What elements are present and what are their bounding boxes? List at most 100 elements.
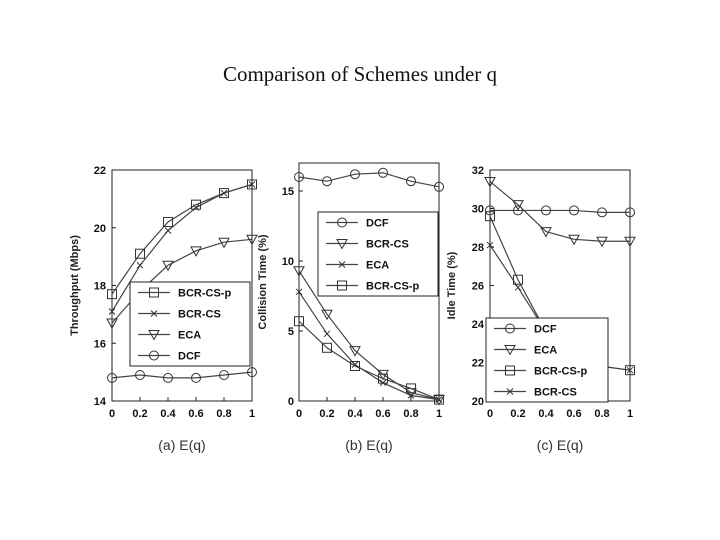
y-tick-label: 18 [94, 281, 106, 293]
data-point-eca [568, 234, 580, 246]
data-point-dcf [191, 372, 201, 383]
legend-label-bcr-cs: BCR-CS [534, 387, 577, 399]
data-point-eca [218, 237, 230, 249]
data-point-dcf [597, 207, 607, 218]
series-bcr-cs-p [294, 316, 444, 405]
y-tick-label: 22 [94, 165, 106, 177]
data-point-dcf [350, 169, 360, 180]
data-point-bcr-cs-p [163, 216, 173, 227]
x-tick-label: 0.8 [216, 408, 231, 420]
data-point-bcr-cs-p [434, 394, 444, 405]
data-point-bcr-cs [192, 204, 200, 211]
series-line-eca [298, 291, 440, 401]
y-tick-label: 0 [288, 396, 294, 408]
plot-frame [298, 162, 440, 402]
x-tick-label: 1 [436, 408, 442, 420]
data-point-dcf [541, 205, 551, 216]
series-dcf [107, 367, 257, 383]
y-tick-label: 5 [288, 326, 294, 338]
x-tick-label: 0.6 [188, 408, 203, 420]
legend-label-bcr-cs-p: BCR-CS-p [534, 366, 587, 378]
data-point-dcf [107, 372, 117, 383]
legend-marker-bcr-cs [336, 239, 348, 250]
data-point-bcr-cs-p [350, 361, 360, 371]
series-line-dcf [490, 209, 630, 213]
series-dcf [294, 167, 444, 192]
series-line-eca [489, 181, 630, 242]
panel-subtitle: (a) E(q) [158, 437, 205, 453]
legend-label-eca: ECA [178, 330, 201, 342]
panel-1: 0 0.2 0.4 0.6 0.8 1 14 16 18 20 22 Throughput (Mbps… [69, 165, 258, 453]
legend-label-bcr-cs-p: BCR-CS-p [178, 288, 231, 300]
data-point-bcr-cs-p [219, 188, 229, 199]
legend-marker-bcr-cs-p [149, 287, 159, 298]
data-point-bcr-cs [136, 261, 144, 269]
legend: BCR-CS-p BCR-CS ECA DCF [129, 281, 251, 367]
data-point-dcf [219, 370, 229, 381]
data-point-bcr-cs-p [294, 316, 304, 327]
data-point-dcf [569, 205, 579, 216]
x-tick-label: 0.2 [132, 408, 147, 420]
data-point-bcr-cs [248, 181, 256, 188]
series-eca [484, 177, 636, 248]
series-line-bcr-cs-p [298, 320, 440, 401]
legend-marker-dcf [337, 217, 347, 228]
x-tick-label: 0 [109, 408, 115, 420]
legend-marker-dcf [505, 323, 515, 334]
y-tick-label: 28 [472, 242, 484, 254]
data-point-eca [596, 236, 608, 248]
legend-label-eca: ECA [534, 345, 557, 357]
data-point-bcr-cs-p [406, 383, 416, 394]
data-point-dcf [322, 176, 332, 187]
data-point-eca [512, 200, 524, 211]
y-axis-label: Throughput (Mbps) [69, 235, 81, 336]
y-axis-label: Collision Time (%) [257, 234, 269, 329]
data-point-bcr-cs [321, 309, 333, 321]
data-point-eca [624, 236, 636, 248]
legend-marker-bcr-cs [506, 388, 514, 395]
data-point-eca [190, 246, 202, 257]
y-tick-label: 15 [282, 186, 294, 198]
y-tick-label: 32 [472, 165, 484, 177]
panel-3: 0 0.2 0.4 0.6 0.8 1 20 22 24 26 28 30 32 Idle Time (%… [446, 165, 636, 453]
legend-label-dcf: DCF [534, 324, 557, 336]
y-tick-label: 16 [94, 338, 106, 350]
data-point-bcr-cs-p [247, 179, 257, 190]
data-point-dcf [625, 207, 635, 218]
y-tick-label: 20 [472, 396, 484, 408]
legend-label-bcr-cs: BCR-CS [366, 239, 409, 251]
data-point-bcr-cs-p [625, 365, 635, 376]
x-tick-label: 0.8 [594, 408, 609, 420]
x-tick-label: 1 [627, 408, 633, 420]
x-tick-label: 1 [249, 408, 255, 420]
data-point-bcr-cs [220, 189, 228, 197]
legend-label-eca: ECA [366, 260, 389, 272]
data-point-dcf [513, 205, 523, 216]
legend-box [485, 317, 609, 403]
data-point-bcr-cs [108, 308, 116, 315]
legend-marker-bcr-cs-p [505, 365, 515, 376]
y-tick-label: 22 [472, 358, 484, 370]
y-axis-label: Idle Time (%) [446, 251, 458, 319]
legend-marker-bcr-cs-p [337, 280, 347, 291]
slide-title: Comparison of Schemes under q [222, 62, 498, 86]
legend-marker-eca [148, 330, 160, 341]
series-line-dcf [298, 172, 440, 188]
series-bcr-cs-p [107, 179, 257, 300]
x-tick-label: 0.6 [375, 408, 390, 420]
legend: DCF ECA BCR-CS-p BCR-CS [485, 317, 609, 403]
data-point-bcr-cs-p [378, 373, 388, 384]
data-point-dcf [163, 372, 173, 383]
data-point-bcr-cs-p [135, 248, 145, 259]
y-tick-label: 30 [472, 204, 484, 216]
legend: DCF BCR-CS ECA BCR-CS-p [317, 211, 439, 297]
legend-marker-eca [504, 345, 516, 356]
data-point-eca [162, 260, 174, 272]
data-point-bcr-cs-p [485, 211, 495, 222]
panel-subtitle: (c) E(q) [537, 437, 584, 453]
legend-marker-eca [338, 261, 346, 268]
x-tick-label: 0.4 [538, 408, 554, 420]
x-tick-label: 0.4 [160, 408, 176, 420]
data-point-bcr-cs [293, 266, 305, 277]
data-point-bcr-cs [626, 366, 634, 374]
